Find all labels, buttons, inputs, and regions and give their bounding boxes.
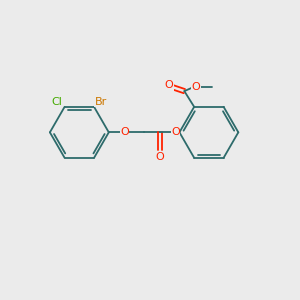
Text: O: O [164, 80, 173, 90]
Text: Cl: Cl [51, 97, 62, 107]
Text: O: O [155, 152, 164, 162]
Text: O: O [192, 82, 200, 92]
Text: O: O [171, 127, 180, 137]
Text: O: O [120, 127, 129, 137]
Text: Br: Br [95, 97, 107, 107]
